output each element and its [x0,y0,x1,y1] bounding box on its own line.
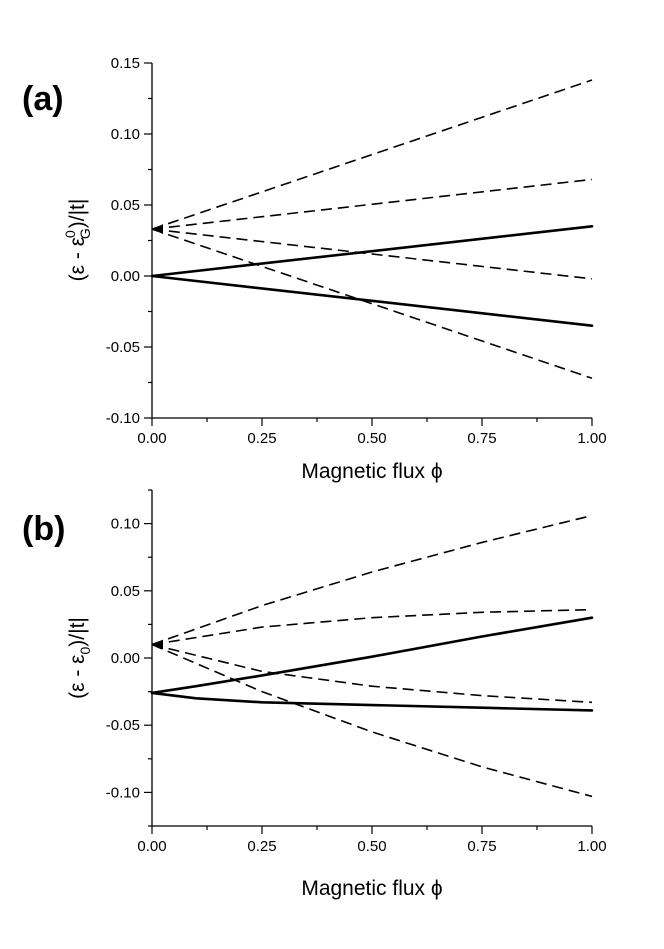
convergence-marker [154,639,163,650]
y-axis-title: (ε - ε0)/|t| [66,617,93,699]
y-tick-label: 0.00 [111,268,140,285]
series-line-5 [151,643,593,704]
panel-label: (a) [22,80,64,118]
convergence-marker [154,224,163,235]
series-line-6 [151,228,593,379]
x-axis-title: Magnetic flux ϕ [301,460,442,483]
y-tick-label: 0.15 [111,55,140,72]
y-tick-label: 0.10 [111,516,140,533]
series-line-1 [150,616,594,695]
x-tick-label: 0.00 [137,838,166,855]
y-tick-label: -0.10 [106,784,140,801]
chart-panel-b: 0.00 0.25 0.50 0.75 1.00 -0.10 -0.05 0.00 0.05 0.… [22,489,607,900]
y-tick-label: -0.05 [106,717,140,734]
series-line-4 [151,178,593,230]
x-tick-label: 0.00 [137,430,166,447]
y-tick-label: 0.10 [111,126,140,143]
y-tick-label: 0.00 [111,650,140,667]
series-line-3 [151,514,593,646]
panel-label: (b) [22,510,65,548]
x-tick-label: 0.25 [247,838,276,855]
series-line-2 [150,274,594,327]
x-tick-label: 0.50 [357,430,386,447]
y-tick-label: 0.05 [111,583,140,600]
x-tick-label: 1.00 [577,430,606,447]
x-tick-label: 1.00 [577,838,606,855]
series-line-3 [151,79,593,230]
series-line-4 [151,608,593,646]
y-tick-label: 0.05 [111,197,140,214]
series-line-1 [150,225,594,278]
x-tick-label: 0.75 [467,430,496,447]
y-tick-label: -0.05 [106,339,140,356]
series-line-5 [151,228,593,280]
chart-panel-a: 0.00 0.25 0.50 0.75 1.00 -0.10 -0.05 0.00 0.05 0.… [22,55,607,483]
y-axis-title: (ε - ε0G)/|t| [62,199,93,282]
series-line-2 [150,691,594,712]
x-tick-label: 0.25 [247,430,276,447]
series-line-6 [151,643,593,798]
x-tick-label: 0.75 [467,838,496,855]
y-tick-label: -0.10 [106,410,140,427]
x-axis-title: Magnetic flux ϕ [301,877,442,900]
x-tick-label: 0.50 [357,838,386,855]
